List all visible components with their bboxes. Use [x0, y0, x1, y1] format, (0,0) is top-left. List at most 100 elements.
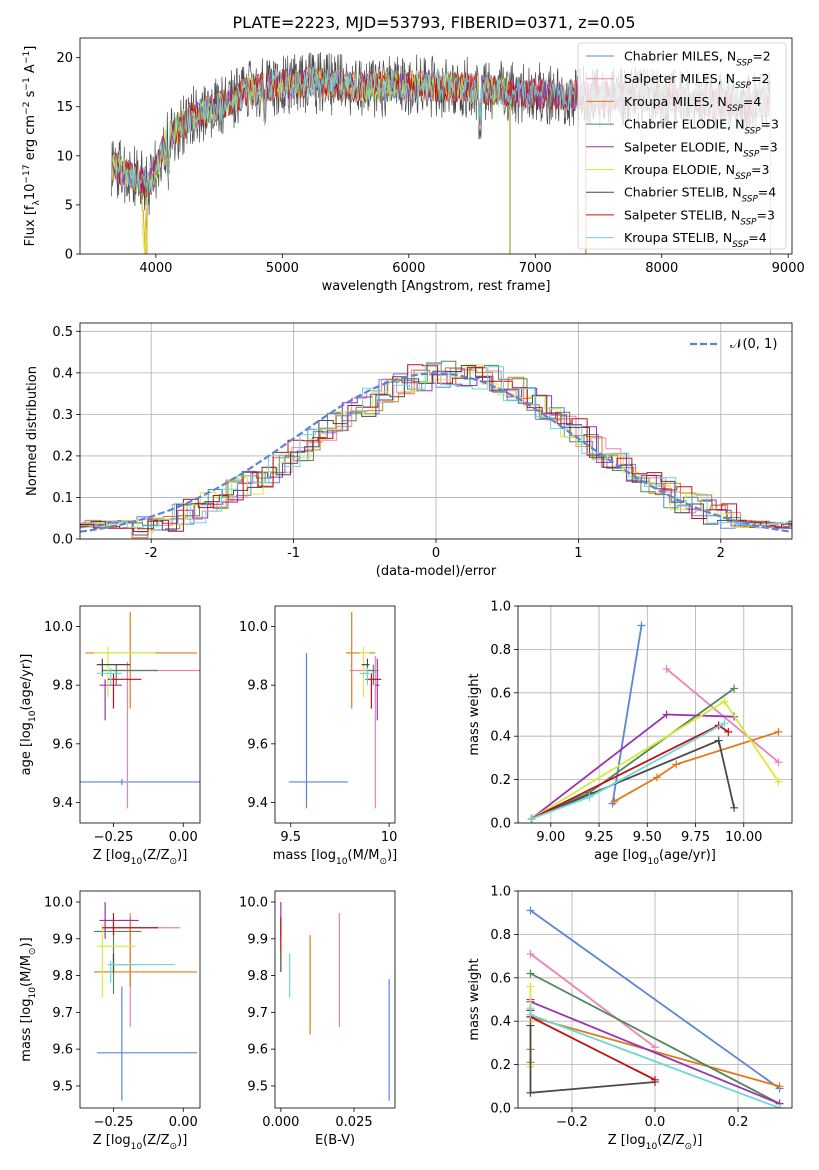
weight-line-2 [614, 731, 779, 803]
weight-marker [527, 814, 536, 823]
y-tick-label: 10.0 [44, 620, 73, 635]
x-tick-label: −0.25 [94, 1115, 134, 1130]
weight-line-0 [529, 909, 781, 1090]
weight-marker [720, 719, 729, 728]
x-axis-label: Z [log10(Z/Z⊙)] [93, 1133, 188, 1152]
weight-marker [730, 803, 739, 812]
axes-spectrum: 4000 5000 6000 7000 8000 9000 0 5 10 15 20 waveleng… [22, 37, 805, 294]
x-tick-label: 10 [381, 830, 398, 845]
weight-marker [775, 1104, 784, 1108]
weight-marker [526, 1021, 535, 1030]
plot-area [527, 621, 783, 823]
y-tick-label: 10.0 [239, 896, 268, 911]
y-tick-label: 9.7 [247, 1006, 268, 1021]
x-tick-label: 2 [717, 546, 725, 561]
y-tick-label: 9.7 [52, 1006, 73, 1021]
weight-marker [774, 777, 783, 786]
y-tick-label: 9.6 [247, 1043, 268, 1058]
x-tick-label: 1 [574, 546, 582, 561]
x-axis-label: Z [log10(Z/Z⊙)] [608, 1133, 703, 1152]
weight-marker [526, 969, 535, 978]
y-tick-label: 0.5 [52, 325, 73, 340]
y-axis-label: mass weight [467, 958, 482, 1040]
y-tick-label: 0.6 [490, 971, 511, 986]
y-tick-label: 0.2 [490, 773, 511, 788]
weight-marker [714, 736, 723, 745]
figure-title: PLATE=2223, MJD=53793, FIBERID=0371, z=0… [232, 13, 635, 32]
legend-entry: Chabrier MILES, NSSP=2 [624, 49, 771, 69]
y-tick-label: 15 [56, 100, 73, 115]
x-tick-label: -1 [287, 546, 300, 561]
y-tick-label: 9.6 [52, 1043, 73, 1058]
y-tick-label: 9.8 [52, 679, 73, 694]
x-tick-label: 0.025 [335, 1115, 372, 1130]
weight-line-7 [531, 724, 729, 820]
y-tick-label: 10.0 [239, 620, 268, 635]
histogram-7 [80, 364, 792, 532]
y-tick-label: 9.8 [247, 969, 268, 984]
axes-age-vs-mass: 9.5 10 9.4 9.6 9.8 10.0 mass [log10(M/M⊙)] [239, 605, 398, 867]
y-tick-label: 0.2 [490, 1058, 511, 1073]
legend-entry: Salpeter MILES, NSSP=2 [624, 71, 769, 91]
axes-frame [517, 605, 793, 824]
x-axis-label: age [log10(age/yr)] [594, 848, 716, 867]
weight-marker [651, 1043, 659, 1052]
histogram-8 [80, 364, 792, 528]
x-tick-label: 10.00 [725, 830, 762, 845]
y-tick-label: 9.5 [247, 1079, 268, 1094]
y-tick-label: 0.6 [490, 686, 511, 701]
weight-marker [720, 697, 729, 706]
y-tick-label: 9.4 [52, 796, 73, 811]
weight-marker [774, 727, 783, 736]
y-tick-label: 0.3 [52, 408, 73, 423]
x-axis-label: Z [log10(Z/Z⊙)] [93, 848, 188, 867]
x-tick-label: 0.2 [728, 1115, 749, 1130]
y-tick-label: 0.8 [490, 928, 511, 943]
weight-marker [526, 982, 535, 991]
y-tick-label: 9.5 [52, 1079, 73, 1094]
y-tick-label: 9.9 [52, 932, 73, 947]
x-tick-label: 0.00 [169, 830, 198, 845]
plot-area [280, 902, 390, 1101]
legend-entry: Salpeter STELIB, NSSP=3 [624, 207, 775, 227]
axes-mass-vs-Z: −0.25 0.00 9.5 9.6 9.7 9.8 9.9 10.0 Z [log10(Z/Z… [19, 890, 201, 1152]
y-tick-label: 0.1 [52, 491, 73, 506]
weight-marker [526, 949, 535, 958]
x-tick-label: 4000 [139, 261, 172, 276]
weight-marker [610, 797, 619, 806]
legend: 𝒩(0, 1) [690, 337, 777, 352]
y-tick-label: 9.8 [247, 679, 268, 694]
axes-weight-vs-Z: −0.2 0.0 0.2 0.0 0.2 0.4 0.6 0.8 1.0 Z [log10(Z/Z… [467, 885, 793, 1152]
y-tick-label: 0.0 [490, 1102, 511, 1117]
legend-entry: 𝒩(0, 1) [730, 337, 777, 352]
y-axis-label: age [log10(age/yr)] [19, 654, 38, 776]
y-tick-label: 0.2 [52, 449, 73, 464]
weight-marker [730, 684, 739, 693]
weight-line-3 [530, 972, 780, 1105]
x-axis-label: mass [log10(M/M⊙)] [273, 848, 397, 867]
y-axis-label: Normed distribution [25, 366, 40, 496]
x-tick-label: 9.00 [536, 830, 565, 845]
histogram-6 [80, 365, 792, 532]
y-tick-label: 9.9 [247, 932, 268, 947]
axes-frame [79, 890, 201, 1109]
x-axis-label: wavelength [Angstrom, rest frame] [322, 279, 551, 294]
legend-entry: Kroupa MILES, NSSP=4 [624, 94, 761, 114]
x-tick-label: 8000 [645, 261, 678, 276]
y-tick-label: 0 [65, 248, 73, 263]
axes-residuals: -2 -1 0 1 2 0.0 0.1 0.2 0.3 0.4 0.5 (data-model)/er… [25, 322, 793, 579]
legend-entry: Salpeter ELODIE, NSSP=3 [624, 139, 778, 159]
y-axis-label: mass [log10(M/M⊙)] [19, 937, 38, 1061]
y-tick-label: 1.0 [490, 885, 511, 900]
gaussian-curve [80, 372, 792, 533]
weight-marker [637, 621, 646, 630]
weight-marker [652, 773, 661, 782]
plot-area [80, 611, 200, 809]
axes-frame [79, 322, 793, 540]
weight-line-3 [531, 687, 735, 820]
x-tick-label: 0.00 [169, 1115, 198, 1130]
y-tick-label: 10.0 [44, 896, 73, 911]
histogram-0 [80, 367, 792, 531]
